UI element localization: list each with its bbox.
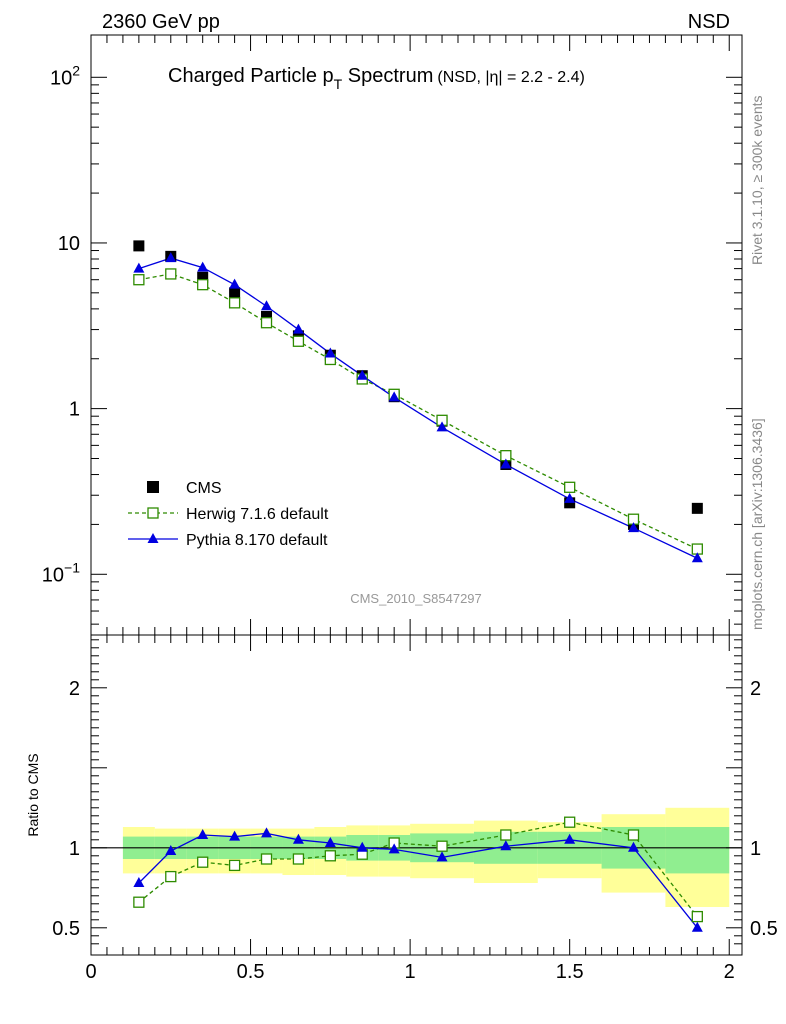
ratio-y-tick-label-right: 0.5 [750,918,778,940]
plot-title-main2: Spectrum [342,65,433,87]
main-herwig-point [165,268,177,280]
plot-title-main: Charged Particle p [168,65,334,87]
ratio-y-tick-label: 1 [69,838,80,860]
main-y-tick-label: 10 [58,233,80,255]
main-pythia-point [229,278,241,289]
main-pythia-point [261,300,273,311]
ratio-pythia-point [324,837,336,847]
main-y-tick-base: 10 [58,233,80,255]
x-tick-label: 1 [405,961,416,983]
ratio-pythia-line [138,832,698,929]
main-cms-point [197,271,209,283]
ratio-band-inner [665,827,730,874]
main-y-tick-exponent: −1 [64,559,80,575]
legend-cms-label: CMS [186,480,222,497]
ratio-pythia-point [691,921,703,932]
main-y-tick-label: 102 [50,62,80,89]
main-pythia-point [500,458,512,469]
main-pythia-point [356,369,368,380]
ratio-herwig-point [197,856,209,868]
main-pythia-point [564,492,576,503]
main-y-tick-exponent: 2 [72,62,80,78]
main-cms-point [691,502,703,514]
ratio-herwig-point [691,910,703,923]
ratio-herwig-point [627,829,640,841]
ratio-pythia-point [500,840,512,851]
header-left: 2360 GeV pp [102,11,220,33]
main-herwig-point [197,279,209,291]
plot-title: Charged Particle pT Spectrum (NSD, |η| = … [168,65,585,92]
main-pythia-point [165,252,177,263]
ratio-pythia-point [229,830,241,841]
ratio-herwig-point [228,859,241,872]
legend: CMS Herwig 7.1.6 default Pythia 8.170 de… [128,480,329,549]
legend-herwig-label: Herwig 7.1.6 default [186,506,329,523]
ratio-herwig-point [133,896,145,908]
main-herwig-point [292,335,305,347]
main-cms-point [261,310,273,322]
main-herwig-point [133,274,145,286]
ratio-pythia-point [628,841,639,852]
legend-herwig-marker [147,507,159,519]
x-tick-label: 1.5 [556,961,584,983]
main-pythia-point [436,421,448,432]
plot-title-qualifier: (NSD, |η| = 2.2 - 2.4) [437,69,584,86]
mcplots-label: mcplots.cern.ch [arXiv:1306.3436] [749,418,765,630]
ratio-pythia-point [292,833,304,844]
ratio-pythia-point [388,843,400,854]
ratio-pythia-point [564,833,576,844]
main-pythia-line [138,257,698,559]
ratio-herwig-point [260,853,273,865]
ratio-pythia-point [261,827,273,838]
main-herwig-point [260,317,273,329]
main-pythia-point [691,552,703,563]
ratio-herwig-point [500,829,512,841]
main-pythia-point [388,391,400,402]
ratio-herwig-point [165,870,177,883]
ratio-pythia-point [133,877,145,887]
ratio-y-axis-label: Ratio to CMS [25,753,41,836]
ratio-y-tick-label-right: 2 [750,678,761,700]
ratio-pythia-point [165,845,177,855]
ratio-herwig-point [324,850,336,862]
x-tick-label: 2 [724,961,735,983]
main-pythia-point [197,261,209,272]
legend-pythia-marker [147,533,159,543]
main-y-tick-base: 10 [50,67,72,89]
main-y-tick-base: 10 [42,564,64,586]
legend-pythia-label: Pythia 8.170 default [186,532,328,549]
header-right: NSD [688,11,730,33]
ratio-plot-frame [90,634,743,956]
analysis-watermark: CMS_2010_S8547297 [350,591,482,606]
ratio-y-tick-label: 2 [69,678,80,700]
main-y-tick-base: 1 [69,399,80,421]
main-cms-point [133,240,145,252]
x-tick-label: 0 [85,961,96,983]
ratio-herwig-point [292,853,305,865]
ratio-herwig-point [436,840,448,852]
ratio-pythia-point [356,841,368,852]
main-pythia-point [133,262,145,273]
main-herwig-point [564,481,576,493]
ratio-y-tick-label-right: 1 [750,838,761,860]
ratio-herwig-point [564,816,576,828]
plot-title-subscript: T [334,76,343,92]
legend-cms-marker [147,481,159,493]
main-pythia-point [324,347,336,358]
main-pythia-point [292,323,304,334]
ratio-pythia-point [197,829,209,839]
main-cms-point [229,287,241,299]
main-herwig-point [228,297,241,309]
ratio-y-tick-label: 0.5 [52,918,80,940]
main-y-tick-label: 10−1 [42,559,80,586]
rivet-label: Rivet 3.1.10, ≥ 300k events [749,95,765,265]
ratio-pythia-point [436,851,448,862]
main-pythia-point [628,522,639,533]
main-y-tick-label: 1 [69,399,80,421]
ratio-herwig-line [138,821,698,918]
x-tick-label: 0.5 [237,961,265,983]
